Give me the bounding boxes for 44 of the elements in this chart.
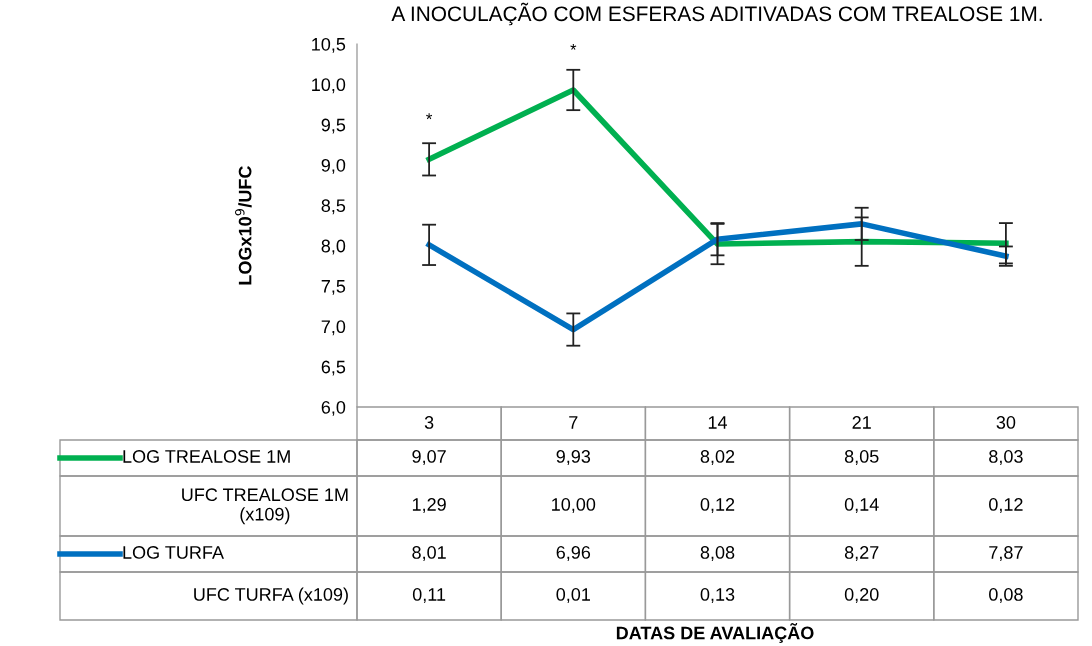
text: 0,12 xyxy=(700,498,735,513)
y-tick-label: 6,0 xyxy=(321,400,346,416)
y-tick-label: 6,5 xyxy=(321,360,346,376)
text: 10,00 xyxy=(552,498,596,513)
y-tick-label: 10,5 xyxy=(312,37,346,53)
text: 0,13 xyxy=(700,588,735,603)
data-label: 8,03 xyxy=(989,450,1023,465)
x-tick-label: 30 xyxy=(996,416,1016,429)
y-tick-label: 10,0 xyxy=(312,78,346,94)
text: 0,20 xyxy=(844,588,879,603)
x-tick-label: 7 xyxy=(569,416,578,429)
text: 0,01 xyxy=(556,588,590,603)
text: UFC TREALOSE 1M (x109) xyxy=(182,488,348,525)
y-tick-label: 7,0 xyxy=(321,320,346,336)
data-label: 7,87 xyxy=(989,546,1023,561)
y-tick-label: 9,0 xyxy=(321,158,346,174)
y-tick-label: 7,5 xyxy=(321,280,346,295)
legend-label: LOG TREALOSE 1M xyxy=(123,450,290,463)
text: DATAS DE AVALIAÇÃO xyxy=(616,623,814,643)
text: UFC TURFA (x109) xyxy=(194,587,348,605)
text: 0,11 xyxy=(412,588,446,603)
data-label: 8,05 xyxy=(844,450,879,465)
y-tick-label: 9,5 xyxy=(321,118,346,134)
data-label: 8,08 xyxy=(700,546,735,561)
x-tick-label: 14 xyxy=(708,416,728,429)
x-tick-label: 21 xyxy=(852,416,871,429)
x-tick-label: 3 xyxy=(424,416,434,429)
y-tick-label: 8,5 xyxy=(321,199,346,215)
data-label: 8,02 xyxy=(700,450,735,465)
legend-label: LOG TURFA xyxy=(123,546,224,559)
data-label: 8,01 xyxy=(412,546,446,561)
data-label: 6,96 xyxy=(556,546,591,561)
annotation: * xyxy=(426,113,433,120)
data-label: 9,93 xyxy=(556,450,591,465)
data-label: 9,07 xyxy=(412,450,446,465)
data-label: 8,27 xyxy=(844,546,879,561)
y-tick-label: 8,0 xyxy=(321,239,346,255)
text: 0,12 xyxy=(989,498,1023,513)
y-axis-title: LOGx10$^{9}$/UFC xyxy=(235,166,252,285)
chart-title: A INOCULAÇÃO COM ESFERAS ADITIVADAS COM TREALOSE 1M. xyxy=(391,2,1042,26)
text: 0,14 xyxy=(844,498,879,513)
text: 0,08 xyxy=(989,588,1023,603)
annotation: * xyxy=(570,43,577,50)
text: 1,29 xyxy=(412,498,446,513)
